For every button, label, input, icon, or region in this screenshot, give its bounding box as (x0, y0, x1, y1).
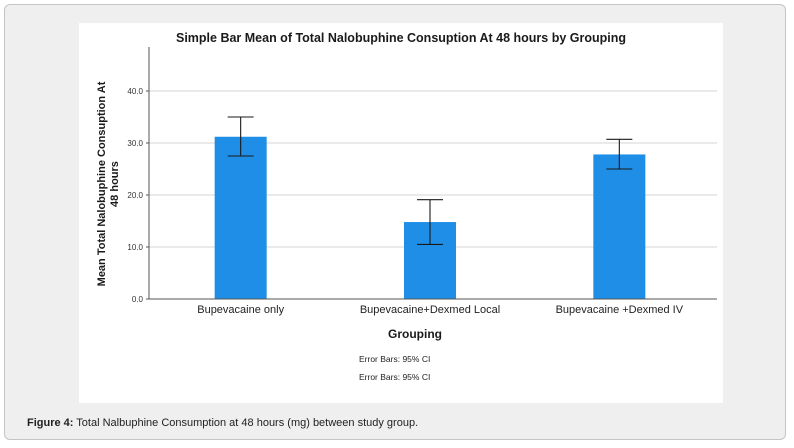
caption-label: Figure 4: (27, 417, 74, 429)
caption-text: Total Nalbuphine Consumption at 48 hours… (73, 417, 419, 429)
axes (148, 47, 717, 300)
y-tick-label: 40.0 (127, 87, 143, 96)
x-tick-label: Bupevacaine only (197, 304, 284, 316)
bars (214, 136, 646, 299)
y-axis-label-line: Mean Total Nalobuphine Consuption At (96, 81, 108, 286)
y-axis-label-line: 48 hours (109, 161, 121, 207)
figure-caption: Figure 4: Total Nalbuphine Consumption a… (27, 417, 418, 429)
y-axis-label: Mean Total Nalobuphine Consuption At 48 h… (96, 81, 121, 286)
y-tick-label: 10.0 (127, 243, 143, 252)
error-bar-notes: Error Bars: 95% CI Error Bars: 95% CI (359, 354, 430, 382)
x-tick-label: Bupevacaine +Dexmed IV (556, 304, 684, 316)
chart-title: Simple Bar Mean of Total Nalobuphine Con… (176, 31, 626, 45)
y-tick-labels: 0.0 10.0 20.0 30.0 40.0 (127, 87, 149, 304)
bar (214, 136, 267, 299)
error-bar-note: Error Bars: 95% CI (359, 354, 430, 364)
x-tick-labels: Bupevacaine only Bupevacaine+Dexmed Local… (197, 304, 683, 316)
error-bars (227, 116, 633, 245)
bar (593, 154, 646, 299)
x-axis-label: Grouping (388, 327, 442, 341)
y-tick-label: 20.0 (127, 191, 143, 200)
figure-frame: Simple Bar Mean of Total Nalobuphine Con… (4, 4, 786, 440)
y-tick-label: 30.0 (127, 139, 143, 148)
chart-panel: Simple Bar Mean of Total Nalobuphine Con… (79, 23, 723, 403)
x-tick-label: Bupevacaine+Dexmed Local (360, 304, 500, 316)
y-tick-label: 0.0 (132, 295, 144, 304)
bar-chart: Simple Bar Mean of Total Nalobuphine Con… (96, 31, 717, 382)
error-bar-note: Error Bars: 95% CI (359, 372, 430, 382)
